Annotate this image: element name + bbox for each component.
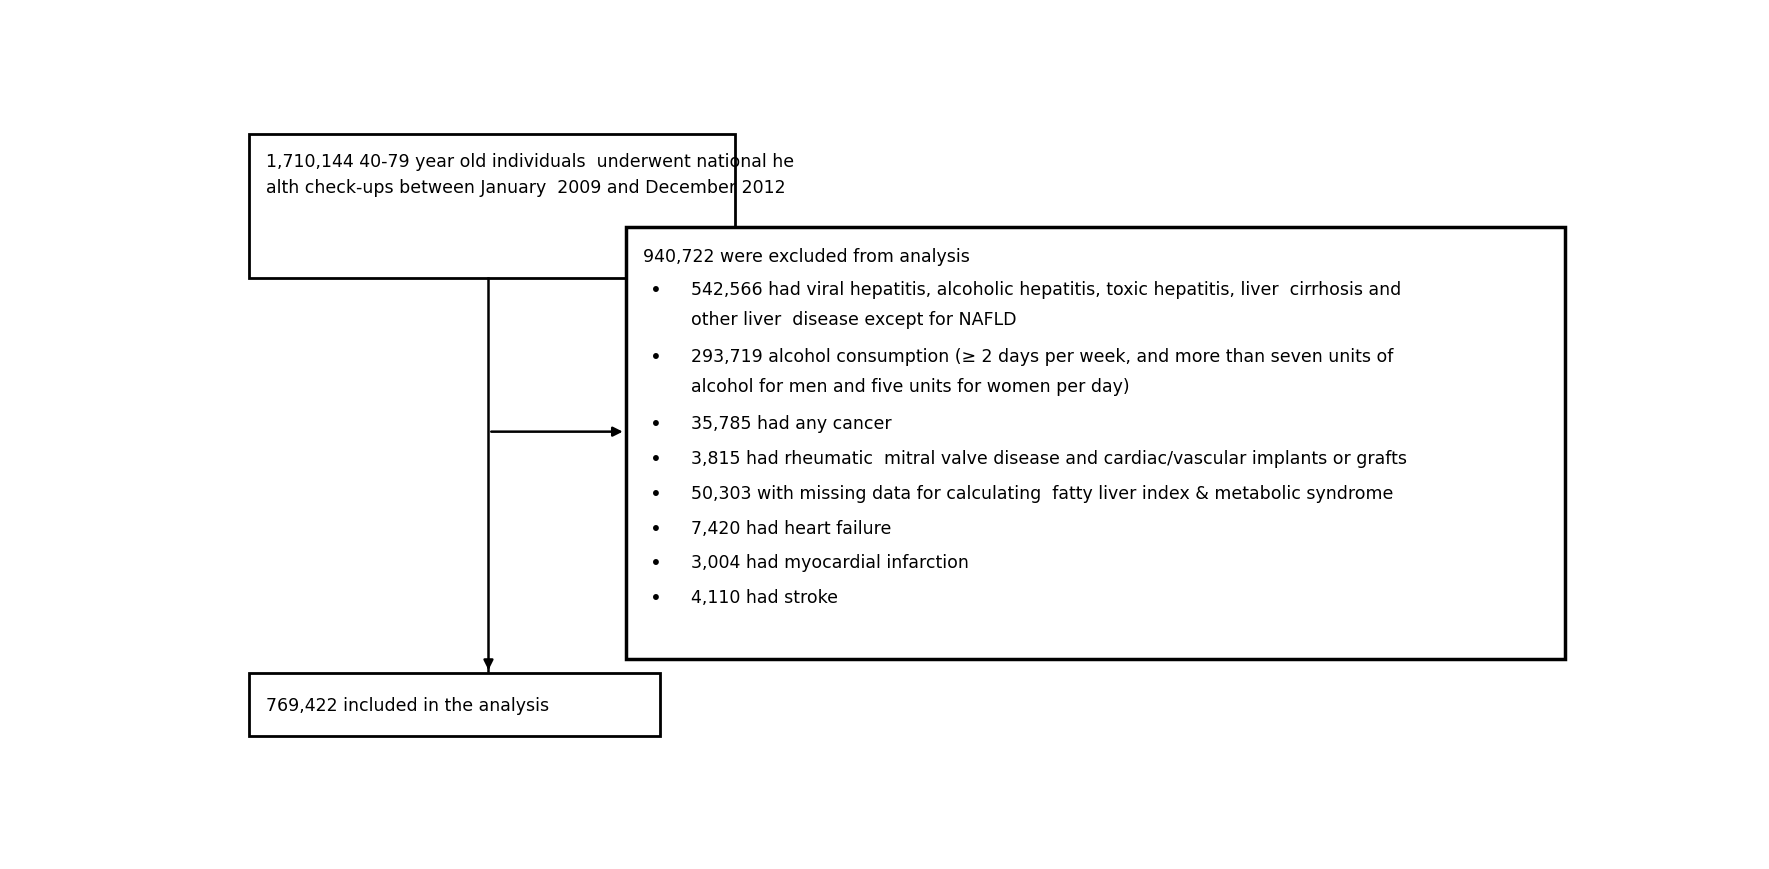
Text: •: • (651, 415, 662, 434)
Text: 940,722 were excluded from analysis: 940,722 were excluded from analysis (644, 249, 969, 266)
Text: 769,422 included in the analysis: 769,422 included in the analysis (267, 696, 550, 713)
Text: 542,566 had viral hepatitis, alcoholic hepatitis, toxic hepatitis, liver  cirrho: 542,566 had viral hepatitis, alcoholic h… (692, 281, 1401, 298)
Text: •: • (651, 281, 662, 299)
Text: •: • (651, 449, 662, 468)
Text: •: • (651, 484, 662, 503)
Text: 4,110 had stroke: 4,110 had stroke (692, 588, 839, 607)
Text: •: • (651, 519, 662, 538)
Text: 7,420 had heart failure: 7,420 had heart failure (692, 519, 892, 537)
Text: •: • (651, 554, 662, 573)
Text: •: • (651, 588, 662, 607)
Text: other liver  disease except for NAFLD: other liver disease except for NAFLD (692, 311, 1017, 328)
Text: 50,303 with missing data for calculating  fatty liver index & metabolic syndrome: 50,303 with missing data for calculating… (692, 484, 1394, 502)
Text: 1,710,144 40-79 year old individuals  underwent national he
alth check-ups betwe: 1,710,144 40-79 year old individuals und… (267, 153, 794, 196)
Text: alcohol for men and five units for women per day): alcohol for men and five units for women… (692, 378, 1130, 396)
FancyBboxPatch shape (248, 673, 660, 737)
FancyBboxPatch shape (248, 135, 736, 278)
Text: •: • (651, 348, 662, 367)
Text: 3,815 had rheumatic  mitral valve disease and cardiac/vascular implants or graft: 3,815 had rheumatic mitral valve disease… (692, 449, 1408, 468)
Text: 35,785 had any cancer: 35,785 had any cancer (692, 415, 892, 433)
FancyBboxPatch shape (626, 228, 1566, 660)
Text: 3,004 had myocardial infarction: 3,004 had myocardial infarction (692, 554, 969, 572)
Text: 293,719 alcohol consumption (≥ 2 days per week, and more than seven units of: 293,719 alcohol consumption (≥ 2 days pe… (692, 348, 1394, 365)
